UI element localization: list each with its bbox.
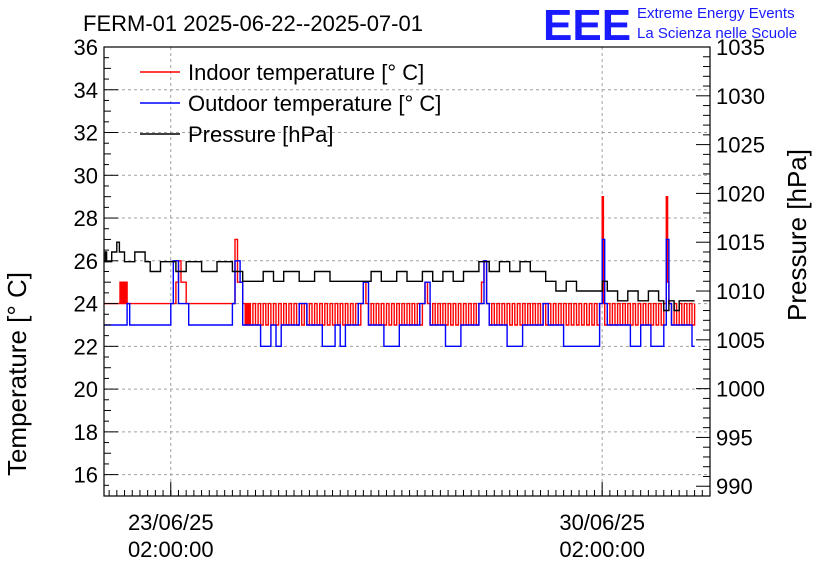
right-tick-label: 1030 — [716, 84, 765, 109]
series-line-0 — [104, 196, 696, 326]
left-tick-label: 26 — [74, 249, 98, 274]
right-tick-label: 1005 — [716, 328, 765, 353]
legend: Indoor temperature [° C] Outdoor temperat… — [140, 60, 441, 147]
bottom-tick-label-time: 02:00:00 — [559, 537, 645, 562]
left-tick-label: 20 — [74, 377, 98, 402]
right-tick-label: 990 — [716, 474, 753, 499]
bottom-tick-label-date: 30/06/25 — [559, 510, 645, 535]
right-tick-label: 1000 — [716, 377, 765, 402]
legend-label-1: Outdoor temperature [° C] — [188, 91, 441, 116]
right-tick-label: 1015 — [716, 230, 765, 255]
eee-logo: EEE Extreme Energy Events La Scienza nel… — [543, 1, 797, 50]
chart-title: FERM-01 2025-06-22--2025-07-01 — [83, 11, 423, 36]
left-tick-label: 36 — [74, 35, 98, 60]
series-line-1 — [104, 238, 695, 347]
left-tick-label: 30 — [74, 163, 98, 188]
left-tick-label: 32 — [74, 121, 98, 146]
bottom-tick-label-date: 23/06/25 — [128, 510, 214, 535]
right-tick-label: 1020 — [716, 181, 765, 206]
right-tick-label: 995 — [716, 425, 753, 450]
y2-axis-title: Pressure [hPa] — [782, 149, 812, 321]
right-tick-label: 1025 — [716, 133, 765, 158]
right-tick-label: 1010 — [716, 279, 765, 304]
right-axis: 990 995 1000 1005 1010 1015 1020 1025 1030 1035 — [696, 35, 765, 499]
left-tick-label: 34 — [74, 78, 98, 103]
legend-label-2: Pressure [hPa] — [188, 122, 334, 147]
logo-line1: Extreme Energy Events — [637, 5, 795, 22]
left-tick-label: 16 — [74, 463, 98, 488]
bottom-tick-label-time: 02:00:00 — [128, 537, 214, 562]
logo-line2: La Scienza nelle Scuole — [637, 25, 797, 42]
left-axis: 16 18 20 22 24 26 28 30 32 34 36 — [74, 35, 118, 497]
left-tick-label: 18 — [74, 420, 98, 445]
right-tick-label: 1035 — [716, 35, 765, 60]
left-tick-label: 24 — [74, 292, 98, 317]
left-tick-label: 22 — [74, 334, 98, 359]
series-line-2 — [104, 241, 695, 312]
logo-letters: EEE — [543, 1, 631, 50]
legend-label-0: Indoor temperature [° C] — [188, 60, 424, 85]
left-tick-label: 28 — [74, 206, 98, 231]
y-axis-title: Temperature [° C] — [2, 272, 32, 476]
series-layer — [104, 196, 696, 347]
